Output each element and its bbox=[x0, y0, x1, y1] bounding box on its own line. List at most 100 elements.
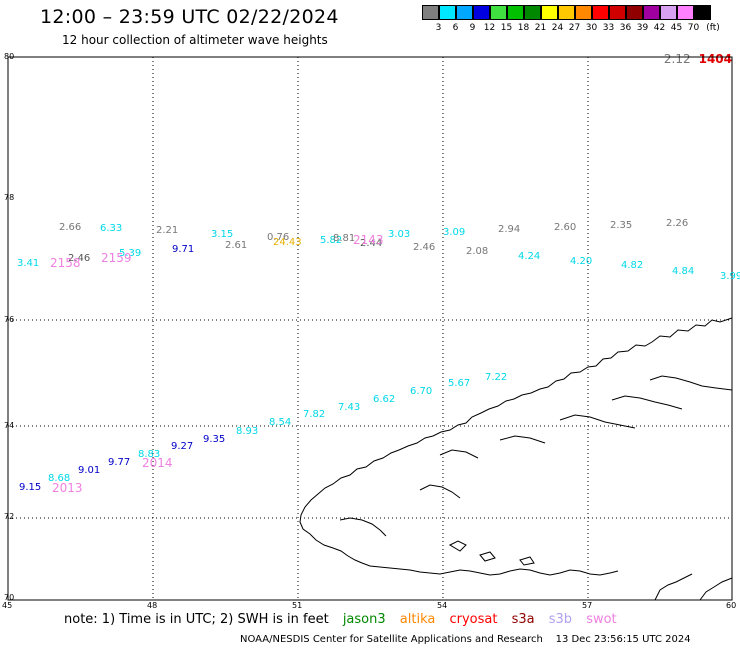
note-text: note: 1) Time is in UTC; 2) SWH is in fe… bbox=[64, 612, 329, 627]
lat-label: 74 bbox=[4, 421, 15, 430]
coastline-inner-segment-4 bbox=[499, 435, 546, 444]
coastline-inner-segment-5 bbox=[559, 414, 636, 429]
wave-height-value: 9.01 bbox=[78, 465, 100, 476]
wave-height-value: 2.26 bbox=[666, 218, 688, 229]
colorbar-label: 45 bbox=[670, 23, 683, 33]
colorbar-swatch bbox=[575, 5, 592, 20]
pass-time-label: 2013 bbox=[52, 481, 83, 495]
wave-height-value: 4.82 bbox=[621, 260, 643, 271]
wave-height-value: 7.82 bbox=[303, 409, 325, 420]
colorbar-swatch bbox=[422, 5, 439, 20]
graticule bbox=[8, 57, 732, 600]
colorbar-swatch bbox=[592, 5, 609, 20]
colorbar-label: 15 bbox=[500, 23, 513, 33]
coastline-mainland bbox=[654, 573, 693, 601]
lon-label: 60 bbox=[726, 601, 737, 610]
coastline-inner-segment-2 bbox=[419, 484, 461, 499]
wave-height-value: 9.77 bbox=[108, 457, 130, 468]
wave-height-value: 2.44 bbox=[360, 238, 382, 249]
lat-label: 80 bbox=[4, 52, 15, 61]
wave-height-value: 8.54 bbox=[269, 417, 291, 428]
mission-legend-item: altika bbox=[399, 612, 436, 627]
coastline-inner-segment-3 bbox=[439, 449, 479, 459]
wave-height-value: 9.27 bbox=[171, 441, 193, 452]
colorbar-label: 6 bbox=[452, 23, 459, 33]
lon-label: 51 bbox=[292, 601, 303, 610]
colorbar-label: 33 bbox=[602, 23, 615, 33]
wave-height-value: 2.46 bbox=[68, 253, 90, 264]
mission-legend-item: s3a bbox=[511, 612, 535, 627]
colorbar-swatch bbox=[694, 5, 711, 20]
lat-label: 72 bbox=[4, 512, 15, 521]
wave-height-values: 3.41 2.66 2.46 6.33 5.39 2.21 9.71 3.152.61 0.76… bbox=[17, 218, 740, 493]
footer-timestamp: 13 Dec 23:56:15 UTC 2024 bbox=[555, 634, 691, 645]
mission-legend-item: s3b bbox=[548, 612, 573, 627]
colorbar-label: 39 bbox=[636, 23, 649, 33]
colorbar-label: 18 bbox=[517, 23, 530, 33]
wave-height-value: 8.93 bbox=[236, 426, 258, 437]
wave-height-value: 7.43 bbox=[338, 402, 360, 413]
wave-height-value: 8.81 bbox=[333, 233, 355, 244]
coastline-inner-segment-7 bbox=[649, 375, 733, 391]
wave-height-value: 2.46 bbox=[413, 242, 435, 253]
map-note: note: 1) Time is in UTC; 2) SWH is in fe… bbox=[64, 612, 627, 627]
wave-height-value: 24.43 bbox=[273, 237, 302, 248]
latest-prefix-value: 2.12 bbox=[663, 52, 691, 66]
wave-height-value: 3.15 bbox=[211, 229, 233, 240]
wave-height-value: 2.08 bbox=[466, 246, 488, 257]
mission-legend-item: swot bbox=[586, 612, 617, 627]
colorbar-label: 12 bbox=[483, 23, 496, 33]
latest-cycle-readout: 2.12 1404 bbox=[664, 52, 732, 66]
coastline-mainland-east bbox=[699, 577, 733, 601]
wave-height-value: 4.24 bbox=[518, 251, 540, 262]
colorbar-swatch bbox=[507, 5, 524, 20]
colorbar-label: 21 bbox=[534, 23, 547, 33]
pass-time-label: 2158 bbox=[50, 256, 81, 270]
coastline-islet-1 bbox=[448, 540, 467, 552]
wave-height-value: 2.66 bbox=[59, 222, 81, 233]
mission-legend-item: jason3 bbox=[342, 612, 386, 627]
wave-height-value: 9.71 bbox=[172, 244, 194, 255]
wave-height-value: 9.15 bbox=[19, 482, 41, 493]
wave-height-value: 5.39 bbox=[119, 248, 141, 259]
colorbar-label: 42 bbox=[653, 23, 666, 33]
lon-label: 45 bbox=[2, 601, 13, 610]
wave-height-value: 4.84 bbox=[672, 266, 694, 277]
wave-height-value: 8.68 bbox=[48, 473, 70, 484]
footer-source: NOAA/NESDIS Center for Satellite Applica… bbox=[240, 634, 543, 645]
colorbar-swatch bbox=[541, 5, 558, 20]
colorbar-swatch bbox=[558, 5, 575, 20]
map-frame bbox=[7, 56, 733, 601]
wave-height-value: 3.09 bbox=[443, 227, 465, 238]
latest-cycle-value: 1404 bbox=[698, 52, 732, 66]
wave-height-value: 5.82 bbox=[320, 235, 342, 246]
colorbar-swatch bbox=[524, 5, 541, 20]
coastline-islet-3 bbox=[519, 556, 535, 566]
coastline-inner-segment-1 bbox=[339, 517, 387, 537]
colorbar-swatch bbox=[677, 5, 694, 20]
coastline-inner-segment-6 bbox=[611, 395, 683, 410]
wave-height-value: 2.21 bbox=[156, 225, 178, 236]
lon-label: 57 bbox=[582, 601, 593, 610]
colorbar-swatch bbox=[456, 5, 473, 20]
lon-label: 48 bbox=[147, 601, 158, 610]
wave-height-value: 6.70 bbox=[410, 386, 432, 397]
colorbar-label: 24 bbox=[551, 23, 564, 33]
wave-height-value: 2.60 bbox=[554, 222, 576, 233]
colorbar-unit: (ft) bbox=[706, 23, 720, 33]
colorbar-label: 3 bbox=[435, 23, 442, 33]
wave-height-value: 2.35 bbox=[610, 220, 632, 231]
pass-time-labels: 2158 2159 2143 2014 2013 bbox=[50, 233, 384, 495]
pass-time-label: 2143 bbox=[353, 233, 384, 247]
wave-height-value: 3.99 bbox=[720, 271, 740, 282]
wave-height-value: 2.61 bbox=[225, 240, 247, 251]
wave-height-value: 2.94 bbox=[498, 224, 520, 235]
wave-height-value: 0.76 bbox=[267, 232, 289, 243]
colorbar-label: 70 bbox=[687, 23, 700, 33]
colorbar-swatch bbox=[490, 5, 507, 20]
map-title: 12:00 – 23:59 UTC 02/22/2024 bbox=[40, 6, 339, 28]
wave-height-value: 7.22 bbox=[485, 372, 507, 383]
colorbar-swatch bbox=[643, 5, 660, 20]
colorbar-swatch bbox=[660, 5, 677, 20]
